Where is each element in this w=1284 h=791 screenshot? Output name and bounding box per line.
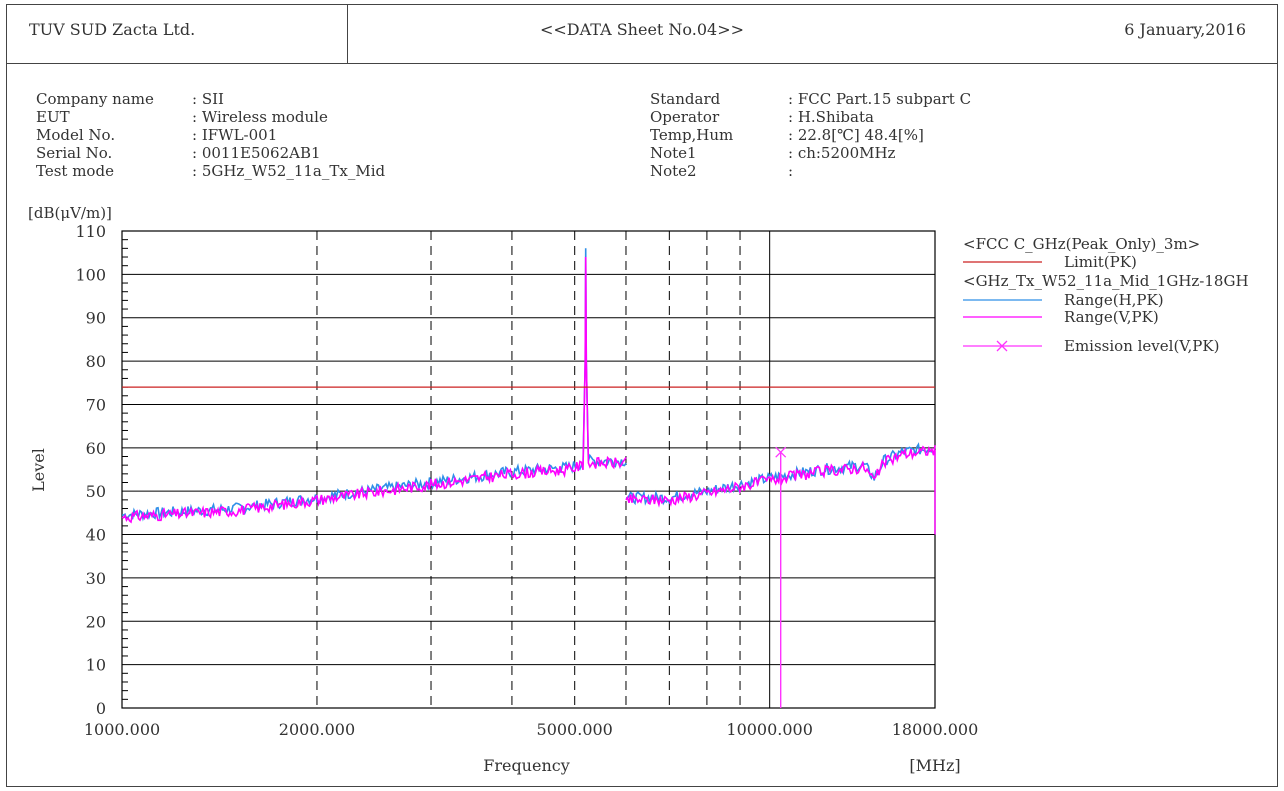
info-key: Temp,Hum [650, 126, 734, 144]
test-info-right: Standard : FCC Part.15 subpart C Operator… [650, 90, 971, 180]
y-tick-label: 0 [96, 699, 106, 718]
plot-frame [121, 230, 936, 709]
legend-marker-emission [996, 340, 1008, 352]
info-key: Company name [36, 90, 154, 108]
legend-label-range-h: Range(H,PK) [1064, 291, 1164, 309]
info-key: Model No. [36, 126, 116, 144]
info-value: : SII [192, 90, 224, 108]
legend-group-title: <FCC C_GHz(Peak_Only)_3m> [963, 235, 1200, 253]
info-row: EUT : Wireless module [36, 108, 385, 126]
legend-group-title: <GHz_Tx_W52_11a_Mid_1GHz-18GH [963, 272, 1249, 290]
y-tick-label: 70 [86, 395, 106, 414]
x-tick-label: 1000.000 [84, 720, 160, 739]
info-value: : [788, 162, 794, 180]
x-tick-label: 5000.000 [537, 720, 613, 739]
range-v-line [121, 256, 936, 524]
info-row: Model No. : IFWL-001 [36, 126, 385, 144]
info-value: : H.Shibata [788, 108, 874, 126]
x-tick-label: 18000.000 [892, 720, 979, 739]
info-row: Note1 : ch:5200MHz [650, 144, 971, 162]
info-value: : FCC Part.15 subpart C [788, 90, 972, 108]
info-key: Note1 [650, 144, 697, 162]
x-axis-title: Frequency [483, 756, 570, 775]
company-label: TUV SUD Zacta Ltd. [29, 20, 196, 39]
legend-label-limit: Limit(PK) [1064, 253, 1137, 271]
info-key: Standard [650, 90, 721, 108]
header-divider [348, 63, 1278, 64]
info-row: Company name : SII [36, 90, 385, 108]
y-tick-label: 100 [75, 265, 106, 284]
range-h-line [121, 248, 936, 522]
company-header-box [6, 4, 348, 64]
info-row: Test mode : 5GHz_W52_11a_Tx_Mid [36, 162, 385, 180]
test-info-left: Company name : SII EUT : Wireless module M… [36, 90, 385, 180]
sheet-title: <<DATA Sheet No.04>> [539, 20, 745, 39]
info-value: : 22.8[℃] 48.4[%] [788, 126, 924, 144]
y-tick-label: 80 [86, 352, 106, 371]
y-tick-label: 110 [75, 222, 106, 241]
y-tick-label: 90 [86, 309, 106, 328]
emission-marker [775, 446, 787, 458]
data-sheet-frame [6, 4, 1278, 787]
info-value: : IFWL-001 [192, 126, 278, 144]
info-key: Test mode [36, 162, 114, 180]
info-key: EUT [36, 108, 70, 126]
info-value: : Wireless module [192, 108, 328, 126]
info-key: Note2 [650, 162, 697, 180]
y-tick-label: 60 [86, 439, 106, 458]
y-tick-label: 10 [86, 656, 106, 675]
y-tick-label: 40 [86, 526, 106, 545]
x-tick-label: 2000.000 [279, 720, 355, 739]
y-tick-label: 30 [86, 569, 106, 588]
info-row: Temp,Hum : 22.8[℃] 48.4[%] [650, 126, 971, 144]
info-value: : 0011E5062AB1 [192, 144, 321, 162]
legend-label-range-v: Range(V,PK) [1064, 308, 1159, 326]
info-value: : ch:5200MHz [788, 144, 896, 162]
info-row: Operator : H.Shibata [650, 108, 971, 126]
legend-label-emission: Emission level(V,PK) [1064, 337, 1219, 355]
info-value: : 5GHz_W52_11a_Tx_Mid [192, 162, 386, 180]
y-axis-title: Level [29, 448, 48, 492]
y-tick-label: 50 [86, 482, 106, 501]
x-axis-unit: [MHz] [909, 756, 960, 775]
info-row: Standard : FCC Part.15 subpart C [650, 90, 971, 108]
y-tick-label: 20 [86, 612, 106, 631]
y-axis-unit: [dB(μV/m)] [28, 204, 112, 222]
info-row: Serial No. : 0011E5062AB1 [36, 144, 385, 162]
x-tick-label: 10000.000 [726, 720, 813, 739]
info-row: Note2: [650, 162, 971, 180]
info-key: Serial No. [36, 144, 113, 162]
sheet-date: 6 January,2016 [1124, 20, 1246, 39]
info-key: Operator [650, 108, 720, 126]
